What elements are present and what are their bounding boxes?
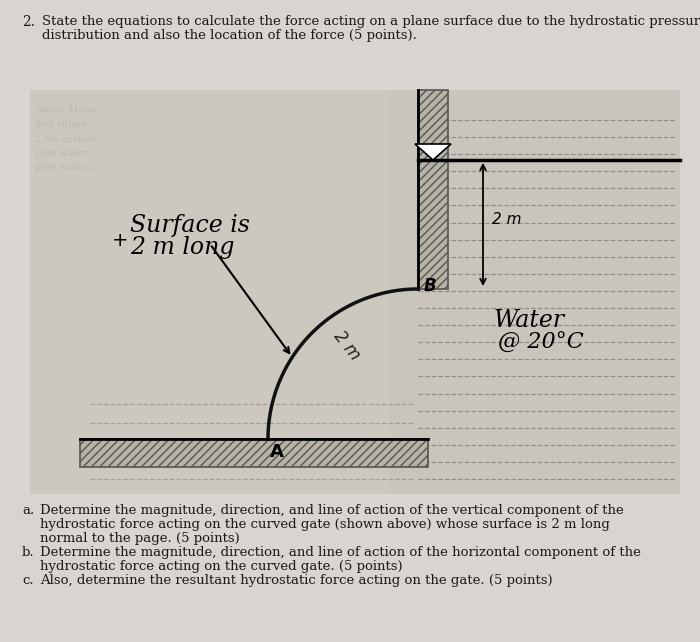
Text: Aniso. Mater...: Aniso. Mater...	[35, 105, 107, 114]
Text: Surface is: Surface is	[130, 214, 250, 237]
Text: 2 No section...: 2 No section...	[35, 135, 106, 144]
Text: State the equations to calculate the force acting on a plane surface due to the : State the equations to calculate the for…	[42, 15, 700, 28]
Text: distribution and also the location of the force (5 points).: distribution and also the location of th…	[42, 29, 417, 42]
Text: Soil subge...: Soil subge...	[35, 120, 96, 129]
Text: Water: Water	[493, 309, 564, 332]
Polygon shape	[418, 90, 448, 289]
Polygon shape	[390, 90, 680, 494]
Text: hydrostatic force acting on the curved gate. (5 points): hydrostatic force acting on the curved g…	[40, 560, 402, 573]
Text: normal to the page. (5 points): normal to the page. (5 points)	[40, 532, 239, 545]
Text: +: +	[112, 231, 129, 250]
Text: 2 m: 2 m	[330, 327, 364, 364]
Polygon shape	[80, 439, 428, 467]
Polygon shape	[415, 144, 451, 160]
Text: A: A	[270, 443, 284, 461]
Text: c.: c.	[22, 574, 34, 587]
Text: Determine the magnitude, direction, and line of action of the horizontal compone: Determine the magnitude, direction, and …	[40, 546, 641, 559]
Text: a.: a.	[22, 504, 34, 517]
Text: 2 m: 2 m	[492, 212, 522, 227]
Text: hydrostatic force acting on the curved gate (shown above) whose surface is 2 m l: hydrostatic force acting on the curved g…	[40, 518, 610, 531]
Text: Determine the magnitude, direction, and line of action of the vertical component: Determine the magnitude, direction, and …	[40, 504, 624, 517]
Text: plge water...: plge water...	[35, 163, 97, 172]
Text: B: B	[424, 277, 437, 295]
Text: plge water...: plge water...	[35, 149, 97, 158]
Text: b.: b.	[22, 546, 34, 559]
Text: @ 20°C: @ 20°C	[498, 332, 584, 354]
Text: Also, determine the resultant hydrostatic force acting on the gate. (5 points): Also, determine the resultant hydrostati…	[40, 574, 552, 587]
Text: 2.: 2.	[22, 15, 35, 29]
Polygon shape	[30, 90, 390, 494]
Text: 2 m long: 2 m long	[130, 236, 234, 259]
